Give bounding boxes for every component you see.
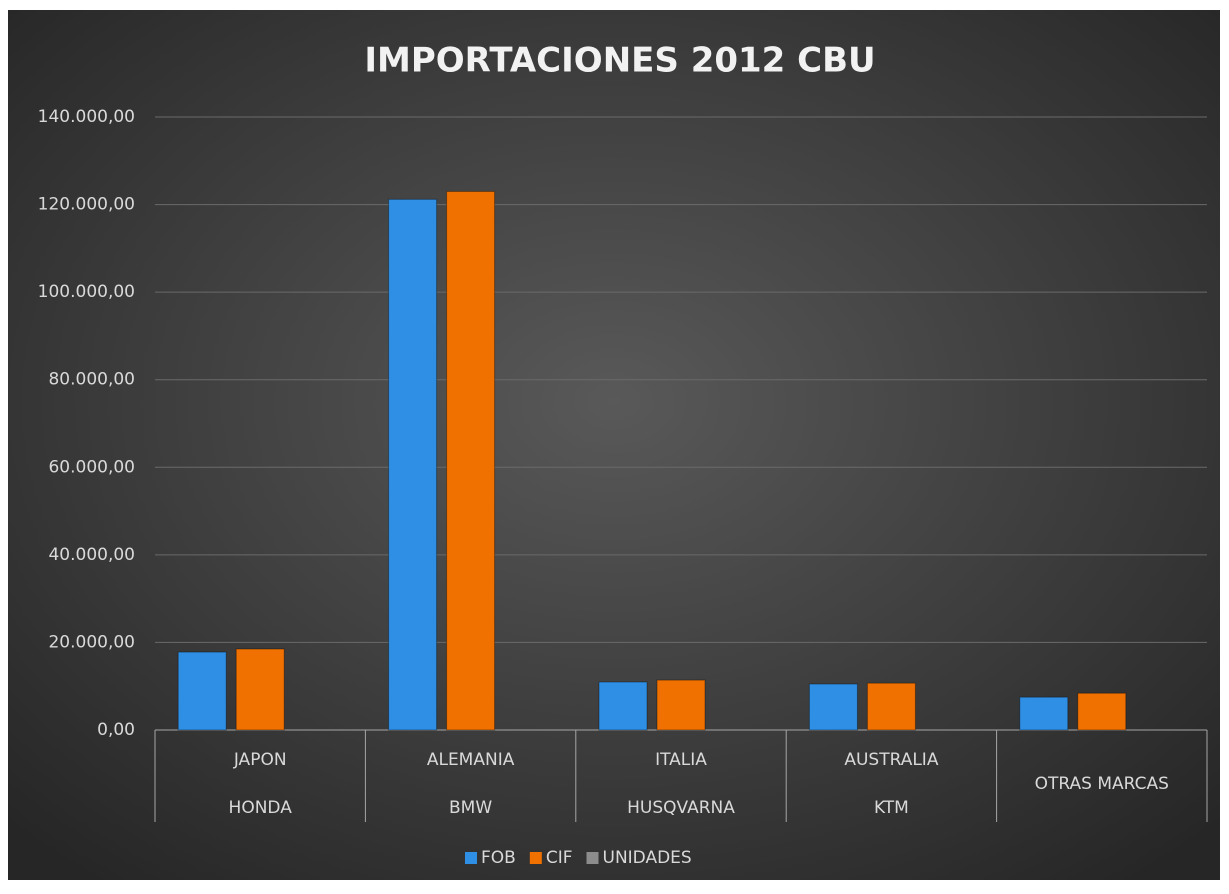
bar	[1019, 696, 1069, 731]
x-tick-label: AUSTRALIA	[844, 750, 938, 770]
x-tick-label: JAPON	[233, 750, 287, 770]
y-tick-label: 60.000,00	[48, 457, 135, 477]
bar	[177, 651, 227, 731]
legend-label: CIF	[546, 848, 573, 868]
x-tick-label: ALEMANIA	[427, 750, 515, 770]
x-tick-label: OTRAS MARCAS	[1035, 774, 1169, 794]
bar	[235, 648, 285, 731]
y-tick-label: 100.000,00	[38, 282, 135, 302]
bar	[1077, 692, 1127, 731]
x-tick-label: HUSQVARNA	[627, 798, 735, 818]
bar	[656, 679, 706, 731]
y-tick-label: 40.000,00	[48, 545, 135, 565]
legend-swatch	[586, 852, 599, 864]
y-tick-label: 20.000,00	[48, 632, 135, 652]
bar	[598, 681, 648, 731]
x-tick-label: ITALIA	[655, 750, 707, 770]
bar	[388, 198, 438, 731]
x-tick-label: HONDA	[229, 798, 293, 818]
legend-swatch	[529, 852, 542, 864]
legend-label: FOB	[481, 848, 516, 868]
x-tick-label: BMW	[449, 798, 492, 818]
chart-title: IMPORTACIONES 2012 CBU	[364, 41, 875, 81]
y-tick-label: 80.000,00	[48, 370, 135, 390]
y-tick-label: 120.000,00	[38, 195, 135, 215]
bar	[866, 682, 916, 731]
legend-label: UNIDADES	[603, 848, 692, 868]
bar	[808, 683, 858, 731]
y-tick-label: 0,00	[97, 720, 135, 740]
x-tick-label: KTM	[874, 798, 909, 818]
bar	[446, 190, 496, 731]
legend-swatch	[465, 852, 477, 864]
y-tick-label: 140.000,00	[38, 107, 135, 127]
chart-background	[8, 10, 1220, 880]
